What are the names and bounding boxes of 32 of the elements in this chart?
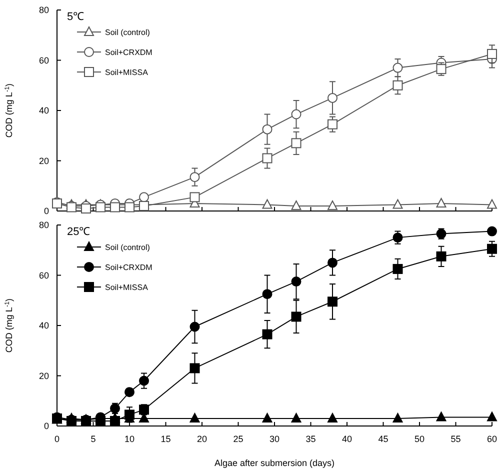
x-tick-label: 20: [196, 434, 208, 444]
x-tick-label: 60: [486, 434, 498, 444]
y-tick-label: 20: [38, 370, 49, 381]
legend-label: Soil+CRXDM: [105, 263, 153, 272]
chart-title: 25℃: [67, 226, 90, 238]
y-tick-label: 40: [38, 320, 49, 330]
legend-label: Soil (control): [105, 243, 150, 252]
legend-label: Soil (control): [105, 28, 150, 37]
x-axis-title: Algae after submersion (days): [214, 458, 335, 468]
y-tick-label: 0: [44, 421, 49, 431]
chart-title: 5℃: [67, 11, 84, 23]
legend-label: Soil+MISSA: [105, 283, 149, 292]
x-tick-label: 10: [124, 434, 135, 444]
x-tick-label: 45: [378, 434, 388, 444]
x-tick-label: 25: [233, 434, 244, 444]
x-tick-label: 15: [160, 434, 171, 444]
y-tick-label: 60: [38, 55, 49, 66]
x-tick-label: 30: [269, 434, 280, 444]
x-tick-label: 5: [90, 434, 96, 444]
x-tick-label: 35: [306, 434, 316, 444]
y-tick-label: 0: [44, 206, 49, 216]
y-tick-label: 40: [38, 106, 49, 116]
legend-label: Soil+MISSA: [105, 68, 149, 77]
x-tick-label: 40: [342, 434, 352, 444]
y-tick-label: 80: [38, 220, 49, 230]
y-tick-label: 80: [38, 5, 49, 15]
x-tick-label: 50: [414, 434, 425, 444]
x-tick-label: 0: [54, 434, 60, 444]
legend-label: Soil+CRXDM: [105, 48, 153, 57]
y-tick-label: 60: [38, 270, 49, 280]
x-tick-label: 55: [450, 434, 461, 444]
y-tick-label: 20: [38, 156, 49, 166]
